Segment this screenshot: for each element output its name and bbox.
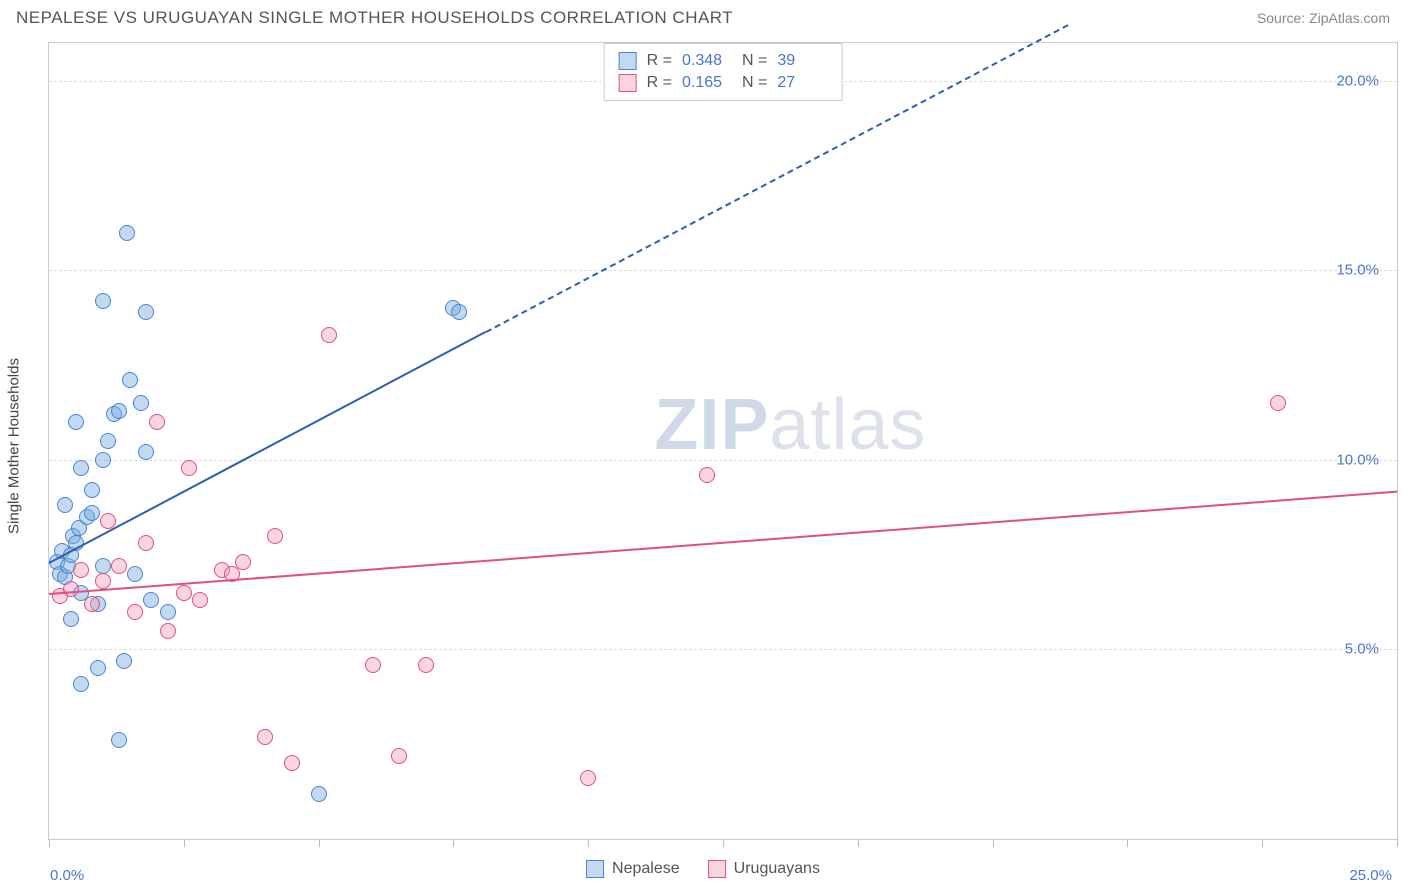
legend-swatch — [708, 860, 726, 878]
data-point — [391, 748, 407, 764]
x-tick — [49, 839, 50, 847]
data-point — [580, 770, 596, 786]
x-tick — [319, 839, 320, 847]
data-point — [68, 414, 84, 430]
x-tick — [723, 839, 724, 847]
data-point — [111, 732, 127, 748]
data-point — [95, 558, 111, 574]
stat-r-label: R = — [647, 52, 672, 70]
x-tick — [588, 839, 589, 847]
legend-swatch — [619, 52, 637, 70]
data-point — [100, 513, 116, 529]
data-point — [84, 505, 100, 521]
data-point — [111, 558, 127, 574]
chart-title: NEPALESE VS URUGUAYAN SINGLE MOTHER HOUS… — [16, 8, 733, 28]
data-point — [1270, 395, 1286, 411]
data-point — [138, 535, 154, 551]
series-legend: Nepalese Uruguayans — [586, 860, 820, 878]
stats-legend: R = 0.348 N = 39 R = 0.165 N = 27 — [604, 43, 843, 101]
source-label: Source: ZipAtlas.com — [1257, 10, 1390, 26]
legend-swatch — [586, 860, 604, 878]
data-point — [160, 604, 176, 620]
x-tick — [1262, 839, 1263, 847]
data-point — [192, 592, 208, 608]
x-tick — [453, 839, 454, 847]
x-tick — [1127, 839, 1128, 847]
data-point — [119, 225, 135, 241]
x-tick — [858, 839, 859, 847]
data-point — [138, 444, 154, 460]
gridline — [49, 649, 1397, 650]
data-point — [100, 433, 116, 449]
y-tick-label: 15.0% — [1336, 262, 1379, 279]
data-point — [138, 304, 154, 320]
stat-r-value: 0.165 — [682, 74, 732, 92]
data-point — [257, 729, 273, 745]
trend-line — [49, 490, 1397, 594]
chart-area: 5.0%10.0%15.0%20.0% ZIPatlas R =0.348N =… — [48, 42, 1398, 840]
stat-n-label: N = — [742, 74, 767, 92]
legend-item: Nepalese — [586, 860, 680, 878]
stat-r-value: 0.348 — [682, 52, 732, 70]
data-point — [111, 403, 127, 419]
data-point — [95, 452, 111, 468]
stat-n-label: N = — [742, 52, 767, 70]
data-point — [95, 573, 111, 589]
data-point — [451, 304, 467, 320]
legend-label: Uruguayans — [734, 860, 820, 878]
stat-r-label: R = — [647, 74, 672, 92]
data-point — [84, 482, 100, 498]
data-point — [321, 327, 337, 343]
data-point — [418, 657, 434, 673]
data-point — [63, 581, 79, 597]
data-point — [149, 414, 165, 430]
data-point — [235, 554, 251, 570]
data-point — [73, 562, 89, 578]
stat-n-value: 27 — [777, 74, 827, 92]
data-point — [90, 660, 106, 676]
data-point — [116, 653, 132, 669]
x-tick — [184, 839, 185, 847]
legend-swatch — [619, 74, 637, 92]
data-point — [95, 293, 111, 309]
data-point — [181, 460, 197, 476]
y-tick-label: 10.0% — [1336, 451, 1379, 468]
data-point — [122, 372, 138, 388]
data-point — [267, 528, 283, 544]
x-tick — [1397, 839, 1398, 847]
data-point — [176, 585, 192, 601]
data-point — [57, 497, 73, 513]
data-point — [133, 395, 149, 411]
stat-n-value: 39 — [777, 52, 827, 70]
data-point — [63, 611, 79, 627]
data-point — [699, 467, 715, 483]
legend-item: Uruguayans — [708, 860, 820, 878]
stats-row: R = 0.348 N = 39 — [619, 50, 828, 72]
data-point — [143, 592, 159, 608]
gridline — [49, 460, 1397, 461]
y-tick-label: 20.0% — [1336, 72, 1379, 89]
data-point — [84, 596, 100, 612]
data-point — [365, 657, 381, 673]
data-point — [160, 623, 176, 639]
trend-line — [49, 331, 487, 564]
data-point — [73, 460, 89, 476]
data-point — [284, 755, 300, 771]
data-point — [127, 604, 143, 620]
x-tick — [993, 839, 994, 847]
gridline — [49, 270, 1397, 271]
x-axis-min-label: 0.0% — [50, 867, 84, 884]
data-point — [127, 566, 143, 582]
data-point — [311, 786, 327, 802]
x-axis-max-label: 25.0% — [1349, 867, 1392, 884]
y-axis-label: Single Mother Households — [6, 358, 23, 534]
legend-label: Nepalese — [612, 860, 680, 878]
data-point — [73, 676, 89, 692]
y-tick-label: 5.0% — [1345, 641, 1379, 658]
stats-row: R = 0.165 N = 27 — [619, 72, 828, 94]
